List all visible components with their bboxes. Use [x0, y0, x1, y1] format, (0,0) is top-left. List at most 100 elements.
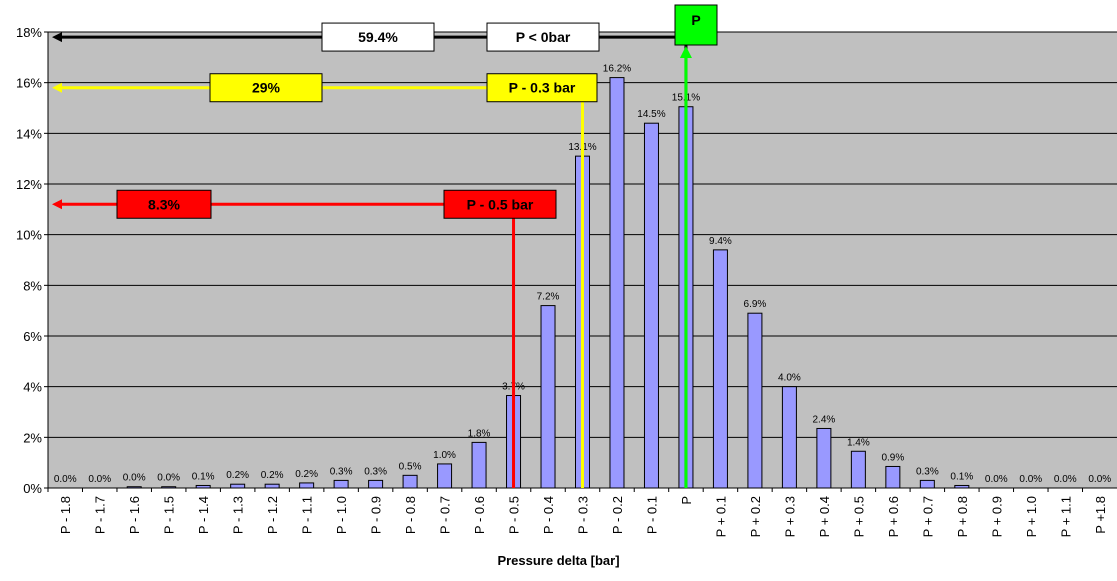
data-label: 0.5%: [399, 461, 422, 472]
bar: [471, 441, 487, 489]
bar: [264, 483, 280, 489]
x-tick-label: P - 0.9: [369, 496, 384, 534]
x-tick-label: P + 0.1: [713, 496, 728, 537]
bar: [781, 386, 797, 489]
x-tick-label: P - 0.1: [644, 496, 659, 534]
x-tick-label: P + 1.1: [1058, 496, 1073, 537]
annotation-share-box: [116, 189, 212, 219]
y-tick-label: 16%: [16, 76, 42, 91]
x-tick-label: P + 0.3: [782, 496, 797, 537]
bar: [919, 479, 935, 489]
annotation-threshold-box: [443, 189, 557, 219]
y-tick-label: 6%: [23, 329, 42, 344]
bar: [299, 482, 315, 489]
annotation-arrowhead: [52, 82, 62, 93]
annotation-share-box: [321, 22, 435, 52]
x-tick-label: P - 1.0: [334, 496, 349, 534]
bar: [816, 427, 832, 489]
y-tick-label: 2%: [23, 430, 42, 445]
marker-arrowhead: [679, 46, 692, 58]
data-label: 0.0%: [157, 473, 180, 484]
data-label: 2.4%: [812, 414, 835, 425]
x-tick-label: P - 1.1: [300, 496, 315, 534]
data-label: 0.2%: [295, 469, 318, 480]
x-tick-label: P - 1.2: [265, 496, 280, 534]
bar: [643, 122, 659, 489]
y-tick-label: 4%: [23, 380, 42, 395]
x-tick-label: P: [679, 496, 694, 505]
x-tick-label: P + 1.0: [1024, 496, 1039, 537]
data-label: 0.0%: [985, 474, 1008, 485]
x-tick-label: P - 0.6: [472, 496, 487, 534]
x-tick-label: P + 0.6: [886, 496, 901, 537]
y-tick-label: 14%: [16, 126, 42, 141]
data-label: 7.2%: [537, 292, 560, 303]
y-tick-label: 8%: [23, 278, 42, 293]
x-tick-label: P +1.8: [1093, 496, 1108, 534]
x-tick-label: P - 1.3: [231, 496, 246, 534]
data-label: 0.0%: [1054, 474, 1077, 485]
x-tick-label: P + 0.8: [955, 496, 970, 537]
bar: [540, 305, 556, 489]
bar: [402, 474, 418, 489]
data-label: 0.0%: [1019, 474, 1042, 485]
annotation-threshold-label: P - 0.3 bar: [509, 80, 576, 96]
x-axis-title: Pressure delta [bar]: [497, 553, 620, 568]
annotation-threshold-label: P < 0bar: [516, 29, 571, 45]
x-tick-label: P + 0.7: [920, 496, 935, 537]
x-tick-label: P + 0.2: [748, 496, 763, 537]
annotation-share-label: 29%: [252, 80, 281, 96]
bar: [609, 77, 625, 489]
data-label: 1.8%: [468, 428, 491, 439]
data-label: 1.0%: [433, 450, 456, 461]
data-label: 14.5%: [637, 109, 665, 120]
data-label: 0.2%: [226, 470, 249, 481]
data-label: 0.3%: [330, 466, 353, 477]
data-label: 0.0%: [54, 474, 77, 485]
annotation-threshold-box: [486, 73, 598, 103]
data-label: 0.3%: [916, 466, 939, 477]
bar: [230, 483, 246, 489]
x-tick-label: P - 0.8: [403, 496, 418, 534]
bar: [437, 463, 453, 489]
y-tick-label: 12%: [16, 177, 42, 192]
data-label: 0.3%: [364, 466, 387, 477]
x-tick-label: P - 0.7: [438, 496, 453, 534]
data-label: 0.0%: [88, 474, 111, 485]
x-tick-label: P - 0.2: [610, 496, 625, 534]
marker-label: P: [691, 12, 700, 28]
x-tick-label: P + 0.9: [989, 496, 1004, 537]
x-tick-label: P - 1.8: [58, 496, 73, 534]
bar: [747, 312, 763, 489]
data-label: 16.2%: [603, 64, 631, 75]
data-label: 0.2%: [261, 470, 284, 481]
bar: [850, 450, 866, 489]
annotation-arrowhead: [52, 199, 62, 210]
bar: [885, 465, 901, 489]
data-label: 4.0%: [778, 373, 801, 384]
axes-group: 0% 2% 4% 6% 8% 10% 12% 14% 16% 18% P - 1.8 P - 1.7 P…: [16, 25, 1117, 537]
x-tick-label: P - 1.5: [162, 496, 177, 534]
data-label: 0.1%: [950, 471, 973, 482]
bar: [333, 479, 349, 489]
data-label: 0.9%: [881, 452, 904, 463]
data-label: 9.4%: [709, 236, 732, 247]
x-tick-label: P - 1.4: [196, 496, 211, 534]
data-label: 0.0%: [123, 473, 146, 484]
y-tick-label: 18%: [16, 25, 42, 40]
x-tick-label: P - 1.6: [127, 496, 142, 534]
annotation-threshold-box: [486, 22, 600, 52]
data-label: 0.0%: [1088, 474, 1111, 485]
bar: [712, 249, 728, 489]
x-tick-label: P - 0.3: [576, 496, 591, 534]
y-tick-label: 10%: [16, 228, 42, 243]
x-tick-label: P + 0.4: [817, 496, 832, 537]
annotation-arrowhead: [52, 32, 62, 43]
data-label: 0.1%: [192, 471, 215, 482]
x-tick-label: P - 0.5: [507, 496, 522, 534]
data-label: 6.9%: [744, 299, 767, 310]
annotation-threshold-label: P - 0.5 bar: [467, 196, 534, 212]
x-tick-label: P + 0.5: [851, 496, 866, 537]
